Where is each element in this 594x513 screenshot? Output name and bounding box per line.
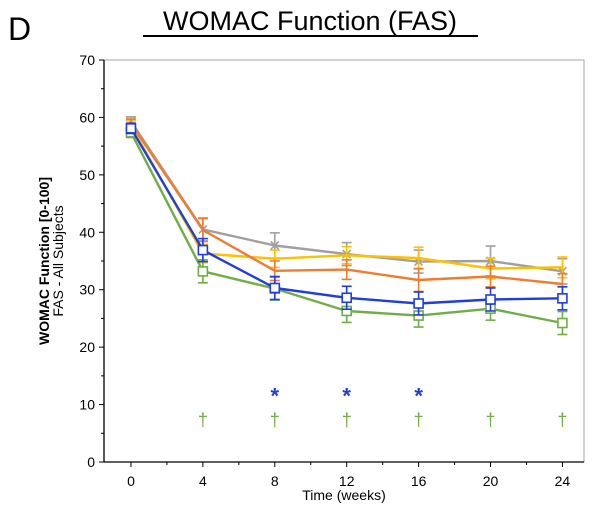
significance-marker: * bbox=[342, 383, 351, 408]
y-tick-label: 60 bbox=[79, 109, 95, 125]
panel-letter: D bbox=[8, 11, 31, 47]
y-axis-sublabel: FAS - All Subjects bbox=[50, 205, 66, 316]
y-ticks: 0 10 20 30 40 50 60 70 bbox=[79, 52, 104, 470]
x-tick-label: 12 bbox=[339, 473, 355, 489]
data-point bbox=[269, 282, 281, 294]
significance-marker: † bbox=[342, 410, 352, 430]
data-point bbox=[557, 317, 568, 329]
significance-marker: † bbox=[198, 410, 208, 430]
x-tick-label: 16 bbox=[411, 473, 427, 489]
data-point bbox=[197, 244, 209, 256]
data-point bbox=[557, 293, 568, 304]
x-axis-label: Time (weeks) bbox=[302, 487, 386, 503]
significance-marker: † bbox=[486, 410, 496, 430]
y-tick-label: 70 bbox=[79, 52, 95, 68]
data-point bbox=[197, 266, 209, 277]
x-tick-label: 4 bbox=[199, 473, 207, 489]
x-tick-label: 8 bbox=[271, 473, 279, 489]
significance-marker: † bbox=[414, 410, 424, 430]
y-tick-label: 20 bbox=[79, 339, 95, 355]
series-1 bbox=[125, 120, 568, 280]
y-tick-label: 10 bbox=[79, 397, 95, 413]
y-tick-label: 30 bbox=[79, 282, 95, 298]
y-tick-label: 50 bbox=[79, 167, 95, 183]
x-tick-label: 0 bbox=[127, 473, 135, 489]
series-layer bbox=[125, 116, 568, 336]
significance-marker: † bbox=[557, 410, 567, 430]
x-tick-label: 24 bbox=[555, 473, 571, 489]
y-axis-label-group: WOMAC Function [0-100] FAS - All Subject… bbox=[36, 177, 66, 345]
data-point bbox=[341, 292, 352, 304]
data-point bbox=[125, 123, 137, 134]
y-tick-label: 0 bbox=[87, 454, 95, 470]
y-axis-label: WOMAC Function [0-100] bbox=[36, 177, 52, 345]
significance-marker: * bbox=[271, 383, 280, 408]
data-point bbox=[270, 240, 280, 251]
data-point bbox=[485, 294, 496, 305]
y-tick-label: 40 bbox=[79, 224, 95, 240]
series-4 bbox=[125, 122, 568, 316]
chart-title: WOMAC Function (FAS) bbox=[163, 6, 457, 36]
significance-marker: † bbox=[270, 410, 280, 430]
data-point bbox=[413, 298, 424, 309]
x-tick-label: 20 bbox=[483, 473, 499, 489]
significance-markers: * * *† † † † † † bbox=[198, 383, 568, 430]
significance-marker: * bbox=[414, 383, 423, 408]
x-ticks: 0 4 8 12 16 20 24 bbox=[127, 462, 570, 489]
